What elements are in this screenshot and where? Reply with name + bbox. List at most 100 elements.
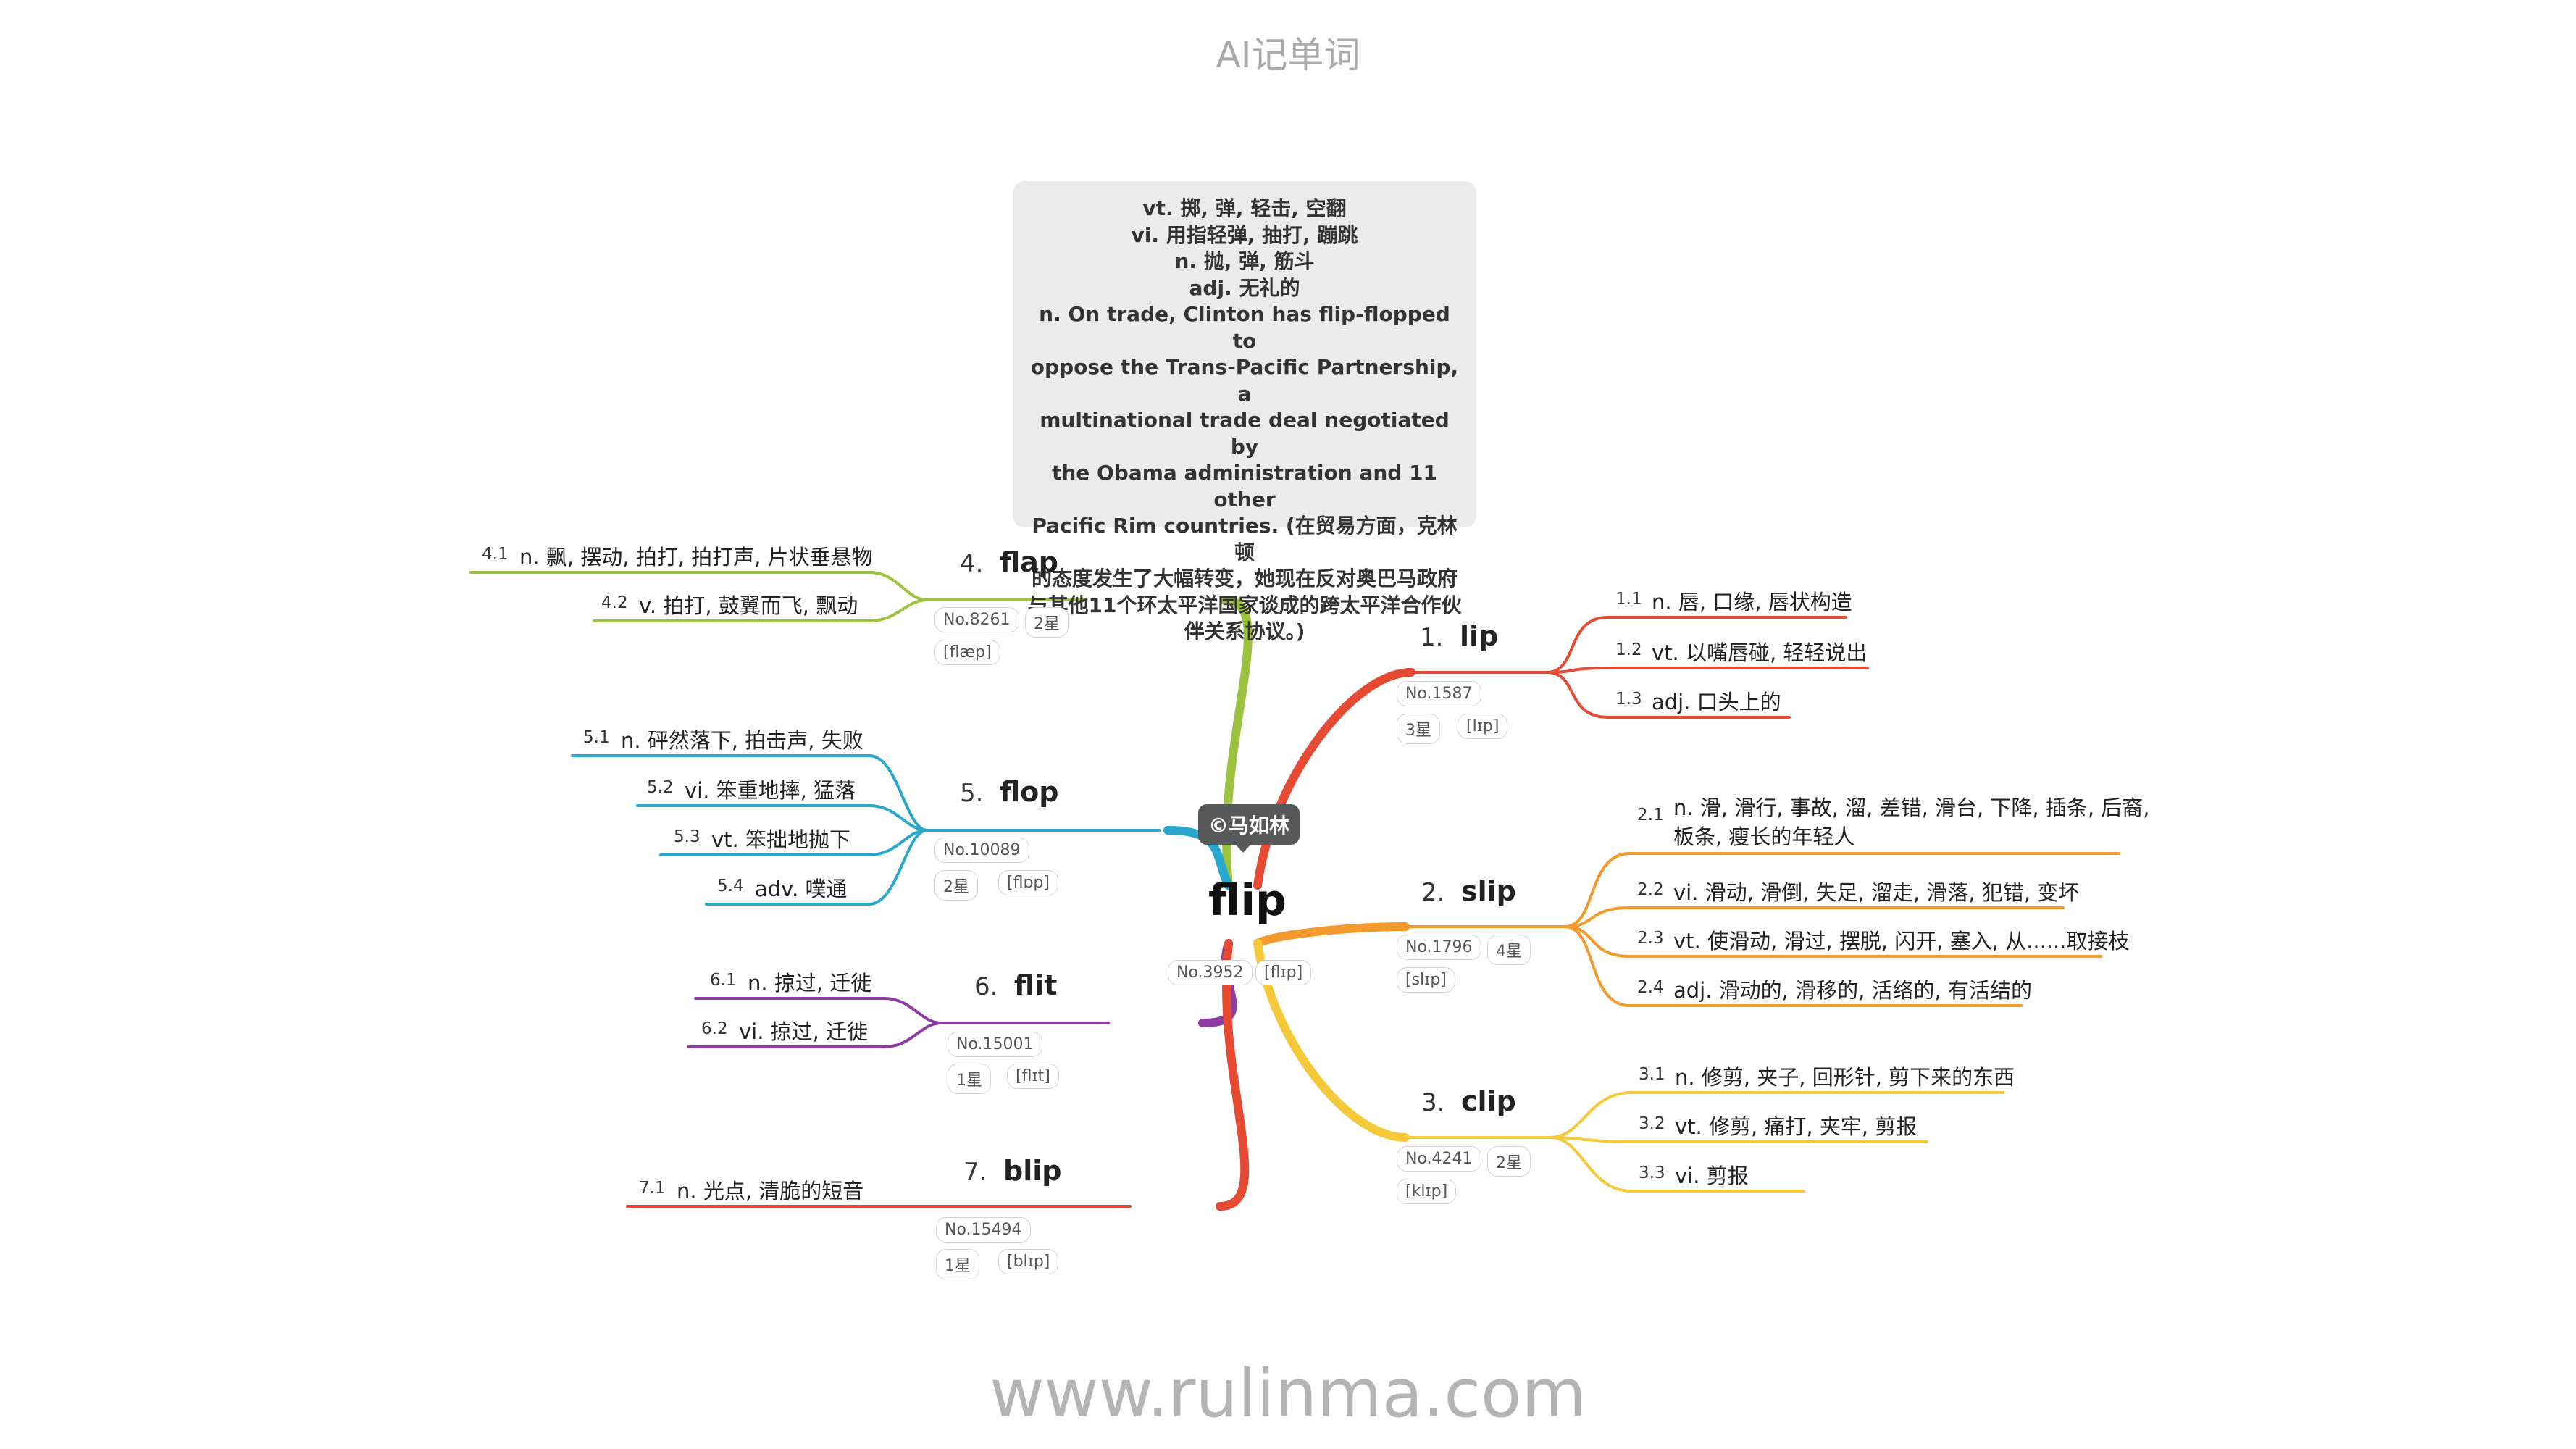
leaf-connector — [1549, 1091, 1633, 1139]
leaf-number: 6.1 — [710, 971, 737, 990]
center-word[interactable]: flip — [1208, 875, 1287, 926]
phonetic-tag: [slɪp] — [1397, 967, 1455, 993]
leaf-definition[interactable]: vt. 修剪, 痛打, 夹牢, 剪报 — [1675, 1114, 1918, 1139]
leaf-definition[interactable]: n. 砰然落下, 拍击声, 失败 — [621, 728, 863, 753]
leaf-connector — [868, 804, 929, 832]
leaf-definition[interactable]: adv. 噗通 — [755, 877, 848, 901]
leaf-connector — [882, 1022, 943, 1048]
leaf-number: 4.2 — [601, 593, 628, 612]
star-rating-tag: 4星 — [1487, 935, 1531, 965]
leaf-connector — [1563, 925, 1631, 1007]
leaf-number: 1.3 — [1615, 690, 1642, 709]
star-rating-tag: 3星 — [1397, 714, 1440, 744]
word-number-tag: No.8261 — [934, 607, 1019, 632]
leaf-definition[interactable]: n. 光点, 清脆的短音 — [677, 1179, 864, 1203]
leaf-connector — [882, 997, 943, 1024]
leaf-connector — [1545, 667, 1610, 674]
phonetic-tag: [flɒp] — [998, 870, 1058, 895]
leaf-connector — [868, 754, 929, 832]
leaf-definition[interactable]: adj. 滑动的, 滑移的, 活络的, 有活结的 — [1673, 978, 2032, 1003]
leaf-connector — [1563, 906, 1631, 928]
author-badge-pointer — [1234, 843, 1252, 853]
leaf-number: 4.1 — [482, 545, 509, 564]
leaf-number: 3.1 — [1639, 1065, 1665, 1084]
footer-url: www.rulinma.com — [990, 1355, 1586, 1432]
note-line: vt. 掷, 弹, 轻击, 空翻 — [1142, 196, 1347, 220]
word-number-tag: No.1587 — [1397, 681, 1481, 706]
leaf-definition[interactable]: vt. 笨拙地抛下 — [711, 827, 850, 852]
leaf-definition[interactable]: vi. 剪报 — [1675, 1164, 1749, 1188]
leaf-number: 5.2 — [647, 778, 674, 797]
branch-word-flop[interactable]: flop — [1000, 776, 1059, 808]
note-line: the Obama administration and 11 other — [1051, 461, 1438, 511]
branch-word-flit[interactable]: flit — [1014, 969, 1058, 1001]
note-line: Pacific Rim countries. (在贸易方面，克林顿 — [1032, 514, 1458, 564]
word-number-tag: No.10089 — [934, 838, 1029, 863]
star-rating-tag: 2星 — [1487, 1146, 1531, 1177]
phonetic-tag: [lɪp] — [1458, 714, 1508, 739]
leaf-number: 5.4 — [717, 877, 744, 895]
leaf-definition[interactable]: n. 修剪, 夹子, 回形针, 剪下来的东西 — [1675, 1065, 2015, 1090]
leaf-definition[interactable]: vt. 使滑动, 滑过, 摆脱, 闪开, 塞入, 从......取接枝 — [1673, 929, 2130, 953]
phonetic-tag: [klɪp] — [1397, 1179, 1457, 1204]
leaf-connector — [1545, 616, 1610, 674]
branch-number: 2. — [1421, 878, 1445, 907]
star-rating-tag: 1星 — [936, 1249, 979, 1279]
leaf-number: 3.3 — [1639, 1164, 1665, 1182]
center-phonetic-tag: [flɪp] — [1255, 960, 1312, 985]
center-number-tag: No.3952 — [1168, 960, 1253, 985]
note-line: n. 抛, 弹, 筋斗 — [1174, 249, 1315, 273]
branch-word-flap[interactable]: flap — [1000, 546, 1059, 578]
leaf-number: 7.1 — [639, 1179, 666, 1198]
note-line: adj. 无礼的 — [1189, 275, 1300, 300]
note-line: 的态度发生了大幅转变，她现在反对奥巴马政府 — [1031, 567, 1458, 590]
leaf-connector — [1549, 1136, 1633, 1193]
branch-line-slip — [1253, 922, 1410, 948]
star-rating-tag: 1星 — [948, 1064, 991, 1094]
leaf-number: 5.1 — [583, 728, 610, 747]
note-line: 与其他11个环太平洋国家谈成的跨太平洋合作伙 — [1027, 593, 1462, 617]
leaf-definition[interactable]: n. 飘, 摆动, 拍打, 拍打声, 片状垂悬物 — [519, 545, 873, 569]
branch-line-blip — [1216, 939, 1250, 1211]
leaf-definition[interactable]: vi. 掠过, 迁徙 — [739, 1019, 869, 1044]
branch-word-lip[interactable]: lip — [1460, 620, 1499, 652]
leaf-definition[interactable]: vi. 笨重地摔, 猛落 — [685, 778, 856, 803]
note-line: vi. 用指轻弹, 抽打, 蹦跳 — [1131, 222, 1358, 247]
phonetic-tag: [flæp] — [934, 640, 1000, 665]
note-lines: vt. 掷, 弹, 轻击, 空翻 vi. 用指轻弹, 抽打, 蹦跳 n. 抛, 弹,… — [1027, 196, 1462, 646]
leaf-definition[interactable]: v. 拍打, 鼓翼而飞, 飘动 — [639, 593, 858, 618]
word-number-tag: No.15001 — [948, 1032, 1042, 1057]
leaf-definition[interactable]: n. 掠过, 迁徙 — [748, 971, 872, 995]
star-rating-tag: 2星 — [1025, 607, 1069, 638]
branch-line-flop — [1163, 826, 1233, 890]
branch-number: 4. — [960, 549, 984, 578]
leaf-definition[interactable]: n. 唇, 口缘, 唇状构造 — [1652, 590, 1852, 614]
branch-word-slip[interactable]: slip — [1461, 875, 1516, 907]
leaf-number: 3.2 — [1639, 1114, 1665, 1133]
leaf-connector — [1549, 1136, 1633, 1143]
leaf-number: 2.1 — [1637, 806, 1664, 824]
branch-word-clip[interactable]: clip — [1461, 1085, 1516, 1117]
note-line: 伴关系协议。) — [1184, 619, 1305, 643]
branch-number: 7. — [963, 1158, 987, 1187]
definition-note: vt. 掷, 弹, 轻击, 空翻 vi. 用指轻弹, 抽打, 蹦跳 n. 抛, 弹,… — [1013, 181, 1476, 643]
branch-number: 1. — [1420, 623, 1444, 652]
branch-number: 6. — [974, 972, 998, 1001]
leaf-definition[interactable]: vi. 滑动, 滑倒, 失足, 溜走, 滑落, 犯错, 变坏 — [1673, 880, 2080, 905]
branch-word-blip[interactable]: blip — [1003, 1155, 1062, 1187]
leaf-definition[interactable]: vt. 以嘴唇碰, 轻轻说出 — [1652, 640, 1868, 665]
branch-number: 5. — [960, 779, 984, 808]
leaf-definition-cont: 板条, 瘦长的年轻人 — [1673, 824, 1855, 849]
word-number-tag: No.15494 — [936, 1217, 1031, 1243]
leaf-number: 2.2 — [1637, 880, 1664, 899]
word-number-tag: No.4241 — [1397, 1146, 1481, 1172]
leaf-definition[interactable]: adj. 口头上的 — [1652, 690, 1781, 714]
leaf-definition[interactable]: n. 滑, 滑行, 事故, 溜, 差错, 滑台, 下降, 插条, 后裔, — [1673, 796, 2150, 820]
leaf-number: 1.2 — [1615, 640, 1642, 659]
leaf-connector — [868, 571, 929, 601]
leaf-connector — [868, 829, 929, 906]
leaf-connector — [1545, 671, 1610, 719]
leaf-number: 2.4 — [1637, 978, 1664, 997]
note-line: oppose the Trans-Pacific Partnership, a — [1030, 355, 1459, 406]
